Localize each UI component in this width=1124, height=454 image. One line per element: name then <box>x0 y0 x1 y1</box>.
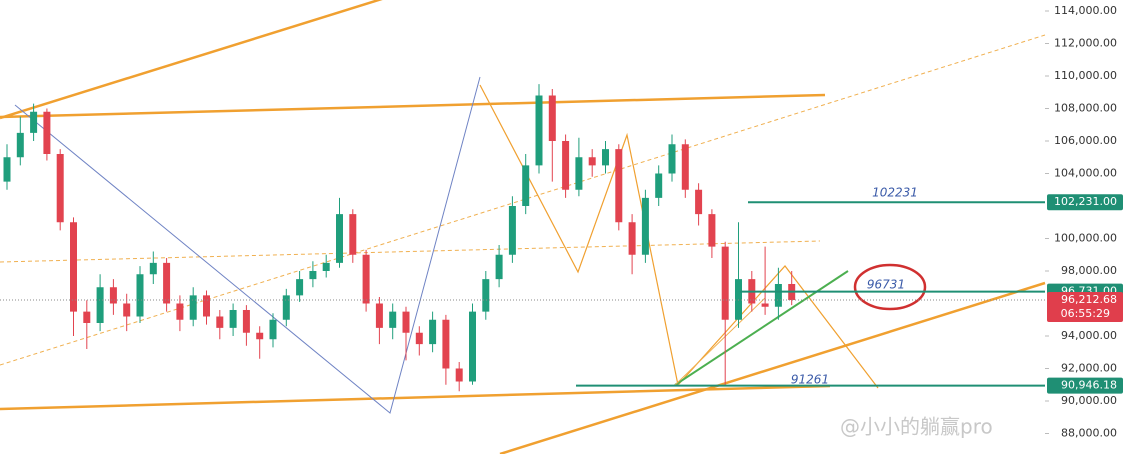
drawings <box>0 0 1046 454</box>
candle-body <box>375 303 383 328</box>
candle-body <box>123 303 131 317</box>
trendline <box>0 0 383 120</box>
candle-body <box>176 303 184 320</box>
candle-body <box>708 214 716 247</box>
candle-body <box>415 332 423 345</box>
level-label-box <box>1047 194 1123 211</box>
candle-body <box>203 295 210 317</box>
candle-body <box>695 189 703 215</box>
y-tick-label: 106,000.00 <box>1054 134 1117 147</box>
current-price-box <box>1047 292 1123 323</box>
candle-body <box>508 205 516 255</box>
annotation: 96731 <box>867 278 905 292</box>
candle-body <box>482 279 490 312</box>
candle-body <box>362 254 370 304</box>
candle-body <box>256 332 264 340</box>
highlight-circle <box>853 263 927 311</box>
zigzag <box>14 76 481 414</box>
candle-body <box>735 279 742 320</box>
candle-body <box>562 140 570 190</box>
level-label: 90,946.18 <box>1061 379 1117 392</box>
candle-body <box>389 311 397 328</box>
candle-body <box>442 319 450 369</box>
y-tick-label: 98,000.00 <box>1061 264 1117 277</box>
candle-body <box>43 111 51 154</box>
candle-body <box>269 319 277 340</box>
watermark: @小小的躺赢pro <box>840 415 993 439</box>
level-label: 102,231.00 <box>1054 195 1117 208</box>
candle-body <box>16 132 24 158</box>
candle-body <box>229 309 237 328</box>
zigzag <box>479 84 879 389</box>
candle-body <box>522 165 530 206</box>
candle-body <box>336 214 343 263</box>
candle-body <box>628 222 636 255</box>
countdown: 06:55:29 <box>1061 307 1110 320</box>
y-tick-label: 108,000.00 <box>1054 101 1117 114</box>
y-tick-label: 110,000.00 <box>1054 69 1117 82</box>
candle-body <box>548 95 556 141</box>
y-tick-label: 88,000.00 <box>1061 426 1117 439</box>
candle-body <box>322 262 330 271</box>
candle-body <box>30 111 38 133</box>
candle-body <box>109 287 117 304</box>
candle-body <box>402 311 410 333</box>
candle-body <box>189 295 197 320</box>
candle-body <box>641 197 649 255</box>
level-label-box <box>1047 377 1123 394</box>
y-tick-label: 94,000.00 <box>1061 329 1117 342</box>
candle-body <box>655 173 663 198</box>
trendline <box>0 93 826 119</box>
candle-body <box>761 303 769 307</box>
candle-body <box>429 319 437 345</box>
candle-body <box>721 246 729 320</box>
current-price-label: 96,212.68 <box>1061 293 1117 306</box>
y-tick-label: 92,000.00 <box>1061 361 1117 374</box>
y-tick-label: 104,000.00 <box>1054 166 1117 179</box>
trendline <box>674 270 849 386</box>
y-tick-label: 112,000.00 <box>1054 37 1117 50</box>
candle-body <box>149 262 157 275</box>
candle-body <box>469 311 476 382</box>
candle-body <box>615 149 623 223</box>
trendline <box>499 281 1046 454</box>
candle-body <box>774 283 782 307</box>
trendline <box>0 384 831 411</box>
candle-body <box>349 214 357 255</box>
y-tick-label: 100,000.00 <box>1054 231 1117 244</box>
candle-body <box>56 153 64 223</box>
candle-body <box>3 157 11 182</box>
candle-body <box>296 279 304 296</box>
annotation: 102231 <box>872 186 918 200</box>
candle-body <box>668 144 676 174</box>
candle-body <box>681 144 689 190</box>
annotation: 91261 <box>791 373 829 387</box>
candle-body <box>455 368 463 382</box>
candle-body <box>70 222 77 312</box>
plot <box>3 84 796 392</box>
candle-body <box>588 157 596 166</box>
candle-body <box>575 157 583 190</box>
candle-body <box>282 295 290 320</box>
candle-body <box>309 270 317 280</box>
candle-body <box>495 254 503 280</box>
candle-body <box>83 311 91 323</box>
candle-body <box>535 95 543 166</box>
candle-body <box>163 262 171 304</box>
y-tick-label: 114,000.00 <box>1054 4 1117 17</box>
candle-body <box>216 316 224 328</box>
y-tick-label: 90,000.00 <box>1061 394 1117 407</box>
candle-body <box>96 287 104 323</box>
dashed-line <box>0 240 821 263</box>
candle-body <box>242 309 250 333</box>
candle-body <box>602 149 609 166</box>
trendline <box>674 297 766 386</box>
candle-body <box>136 274 144 317</box>
